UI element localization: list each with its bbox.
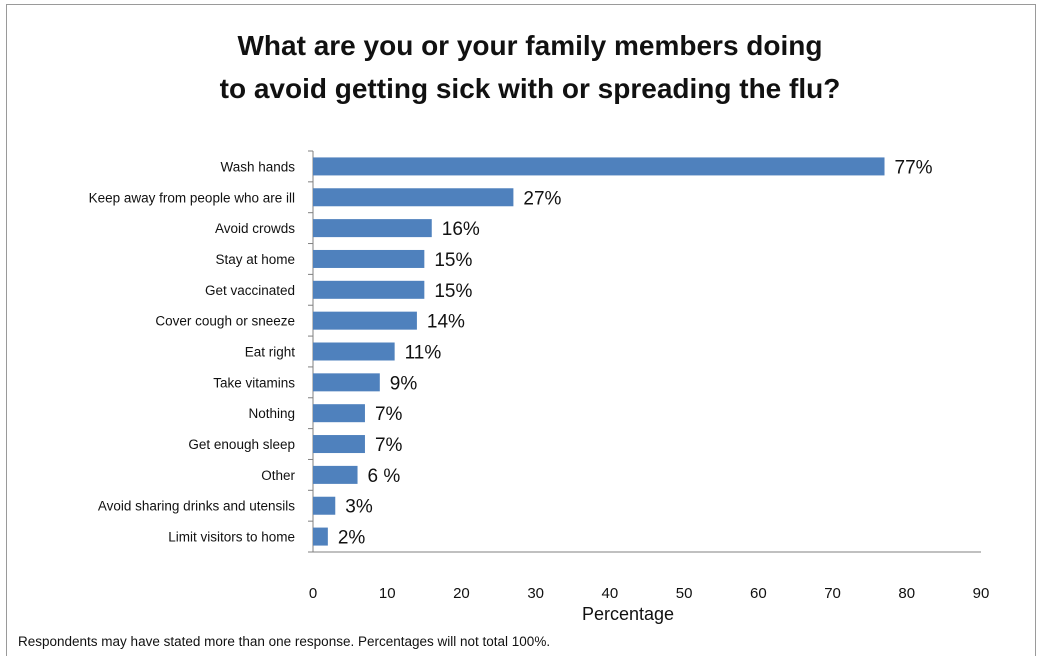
chart-title-line-1: What are you or your family members doin… — [237, 30, 823, 61]
footnote: Respondents may have stated more than on… — [18, 634, 551, 649]
x-tick-label: 20 — [453, 585, 470, 602]
data-label: 7% — [375, 404, 403, 425]
data-label: 6 % — [368, 466, 401, 487]
category-label: Avoid crowds — [215, 221, 295, 236]
bar — [313, 465, 358, 484]
data-label: 14% — [427, 312, 465, 333]
category-label: Avoid sharing drinks and utensils — [98, 499, 295, 514]
bar — [313, 280, 425, 299]
data-label: 3% — [345, 497, 373, 518]
bar — [313, 311, 417, 330]
data-label: 7% — [375, 435, 403, 456]
x-tick-label: 10 — [379, 585, 396, 602]
data-label: 27% — [523, 188, 561, 209]
x-tick-label: 0 — [309, 585, 317, 602]
category-label: Get enough sleep — [188, 437, 295, 452]
category-label: Stay at home — [215, 252, 295, 267]
category-label: Keep away from people who are ill — [89, 190, 295, 205]
bar — [313, 342, 395, 361]
bar — [313, 496, 336, 515]
category-label: Take vitamins — [213, 375, 295, 390]
data-label: 15% — [434, 281, 472, 302]
data-label: 77% — [895, 157, 933, 178]
category-label: Cover cough or sneeze — [155, 314, 295, 329]
category-label: Limit visitors to home — [168, 530, 295, 545]
bar — [313, 404, 365, 423]
bar — [313, 157, 885, 176]
category-label: Wash hands — [220, 159, 295, 174]
chart-title-line-2: to avoid getting sick with or spreading … — [219, 73, 841, 104]
category-label: Nothing — [248, 406, 295, 421]
data-label: 15% — [434, 250, 472, 271]
x-tick-label: 60 — [750, 585, 767, 602]
x-tick-label: 50 — [676, 585, 693, 602]
category-label: Other — [261, 468, 295, 483]
x-tick-label: 70 — [824, 585, 841, 602]
x-tick-label: 90 — [973, 585, 990, 602]
category-label: Eat right — [245, 345, 296, 360]
bar — [313, 249, 425, 268]
bar — [313, 373, 380, 392]
bar — [313, 188, 514, 207]
x-tick-label: 80 — [898, 585, 915, 602]
category-label: Get vaccinated — [205, 283, 295, 298]
data-label: 9% — [390, 373, 418, 394]
x-tick-label: 40 — [602, 585, 619, 602]
data-label: 11% — [405, 343, 442, 364]
bar — [313, 219, 432, 238]
chart-title: What are you or your family members doin… — [140, 24, 920, 110]
x-tick-label: 30 — [527, 585, 544, 602]
x-axis-label: Percentage — [582, 604, 674, 624]
bar — [313, 435, 365, 454]
bar — [313, 527, 328, 546]
chart-frame — [6, 4, 1036, 656]
data-label: 2% — [338, 528, 366, 549]
data-label: 16% — [442, 219, 480, 240]
